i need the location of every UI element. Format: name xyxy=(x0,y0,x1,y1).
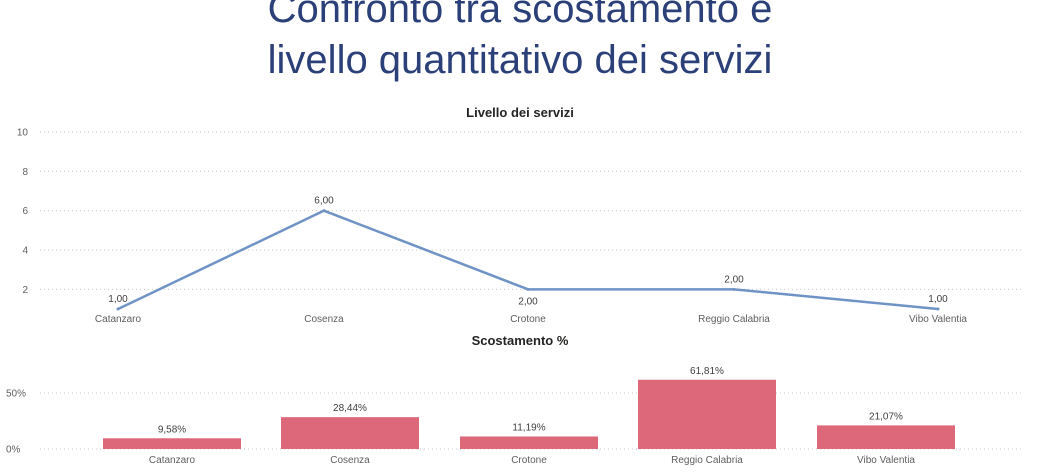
data-label: 2,00 xyxy=(518,296,538,307)
line-point xyxy=(936,307,940,311)
y-tick-label: 0% xyxy=(6,445,21,456)
x-category-label: Vibo Valentia xyxy=(857,455,915,466)
x-category-label: Cosenza xyxy=(330,455,370,466)
line-point xyxy=(732,287,736,291)
data-label: 1,00 xyxy=(928,294,948,305)
line-point xyxy=(526,287,530,291)
page-title-line1: Confronto tra scostamento e xyxy=(267,0,773,31)
bar-chart-title: Scostamento % xyxy=(471,333,569,348)
y-tick-label: 4 xyxy=(22,246,28,257)
y-tick-label: 50% xyxy=(6,389,26,400)
data-label: 28,44% xyxy=(333,403,367,414)
page-title-line2: livello quantitativo dei servizi xyxy=(267,38,773,82)
data-label: 9,58% xyxy=(158,424,186,435)
page-title: Confronto tra scostamento e livello quan… xyxy=(0,0,1040,86)
line-chart-title: Livello dei servizi xyxy=(466,105,574,120)
series-line xyxy=(117,209,939,311)
x-category-label: Crotone xyxy=(510,314,546,325)
bar xyxy=(817,425,955,449)
x-category-label: Vibo Valentia xyxy=(909,314,967,325)
bar xyxy=(460,436,598,449)
x-category-label: Reggio Calabria xyxy=(698,314,770,325)
data-label: 6,00 xyxy=(314,196,334,207)
x-category-label: Catanzaro xyxy=(95,314,142,325)
line-point xyxy=(116,307,120,311)
y-tick-label: 2 xyxy=(22,285,28,296)
line-point xyxy=(322,209,326,213)
x-category-label: Crotone xyxy=(511,455,547,466)
data-label: 11,19% xyxy=(512,422,545,433)
x-category-label: Catanzaro xyxy=(149,455,196,466)
data-label: 1,00 xyxy=(108,294,128,305)
y-tick-label: 10 xyxy=(17,128,29,139)
x-category-label: Reggio Calabria xyxy=(671,455,743,466)
y-tick-label: 6 xyxy=(22,206,28,217)
data-label: 21,07% xyxy=(869,411,903,422)
data-label: 61,81% xyxy=(690,366,724,377)
y-tick-label: 8 xyxy=(22,167,28,178)
line-chart: 2 4 6 8 10 1,00 6,00 2,00 2,00 1,00 Catanzaro Cosen… xyxy=(17,128,1022,325)
bar-chart: 0% 50% 9,58% 28,44% 11,19% 61,81% 21,07% Catanz… xyxy=(6,366,1022,466)
x-category-label: Cosenza xyxy=(304,314,344,325)
data-label: 2,00 xyxy=(724,274,744,285)
bar xyxy=(638,379,776,449)
bar xyxy=(281,417,419,449)
bar xyxy=(103,438,241,449)
